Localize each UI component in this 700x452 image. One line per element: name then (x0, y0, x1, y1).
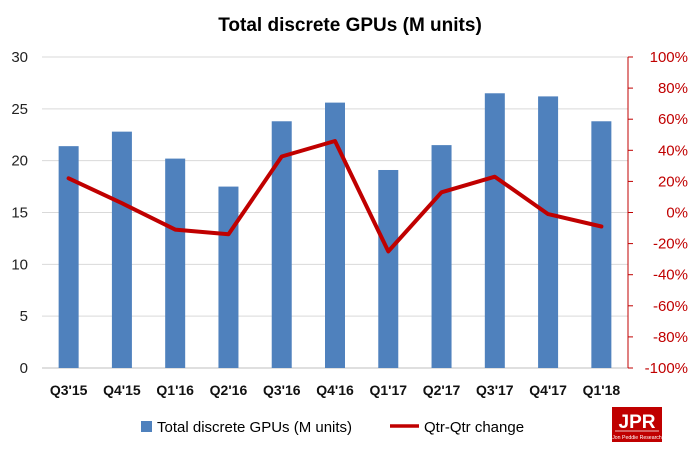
category-label: Q2'16 (210, 382, 248, 398)
bar (431, 145, 452, 368)
line-series (66, 139, 604, 254)
jpr-logo: JPR Jon Peddie Research (612, 407, 662, 442)
bar (325, 102, 345, 368)
bar (271, 121, 292, 368)
right-axis: -100% -80% -60% -40% -20% 0% 20% 40% 60% 80% 100% (627, 49, 688, 377)
left-tick-label: 10 (11, 256, 28, 273)
left-tick-label: 0 (20, 360, 28, 377)
right-tick-label: 40% (658, 142, 688, 159)
bar (591, 121, 612, 368)
category-label: Q1'17 (369, 382, 407, 398)
x-axis: Q3'15 Q4'15 Q1'16 Q2'16 Q3'16 Q4'16 Q1'17 Q2'17… (50, 382, 621, 398)
left-axis: 0 5 10 15 20 25 30 (11, 49, 28, 377)
right-tick-label: 100% (650, 49, 688, 66)
bar (538, 96, 559, 368)
legend-bar-label: Total discrete GPUs (M units) (157, 419, 352, 436)
left-tick-label: 25 (11, 101, 28, 118)
category-label: Q1'18 (583, 382, 621, 398)
bar (218, 186, 239, 368)
bar (378, 169, 399, 368)
category-label: Q3'15 (50, 382, 88, 398)
right-tick-label: -80% (653, 329, 688, 346)
legend-bar-swatch (141, 421, 152, 432)
legend: Total discrete GPUs (M units) Qtr-Qtr ch… (141, 419, 524, 436)
logo-text: JPR (619, 412, 656, 433)
right-tick-label: 80% (658, 80, 688, 97)
category-label: Q4'16 (316, 382, 354, 398)
bar (484, 93, 505, 369)
right-tick-label: -60% (653, 298, 688, 315)
left-tick-label: 5 (20, 308, 28, 325)
category-label: Q4'17 (529, 382, 567, 398)
bar (58, 146, 79, 368)
category-label: Q3'17 (476, 382, 514, 398)
right-tick-label: 20% (658, 173, 688, 190)
category-label: Q2'17 (423, 382, 461, 398)
left-tick-label: 30 (11, 49, 28, 66)
right-tick-label: -40% (653, 267, 688, 284)
legend-line-label: Qtr-Qtr change (424, 419, 524, 436)
category-label: Q4'15 (103, 382, 141, 398)
right-tick-label: -100% (645, 360, 688, 377)
right-tick-label: -20% (653, 236, 688, 253)
bar-series (58, 93, 612, 369)
category-label: Q1'16 (156, 382, 194, 398)
bar (111, 131, 132, 368)
right-tick-label: 60% (658, 111, 688, 128)
bar (165, 158, 186, 368)
change-line (66, 139, 604, 254)
left-tick-label: 15 (11, 205, 28, 222)
left-tick-label: 20 (11, 153, 28, 170)
logo-box (612, 407, 662, 442)
logo-subtext: Jon Peddie Research (612, 435, 662, 441)
right-tick-label: 0% (666, 205, 688, 222)
category-label: Q3'16 (263, 382, 301, 398)
chart-title: Total discrete GPUs (M units) (218, 15, 482, 36)
